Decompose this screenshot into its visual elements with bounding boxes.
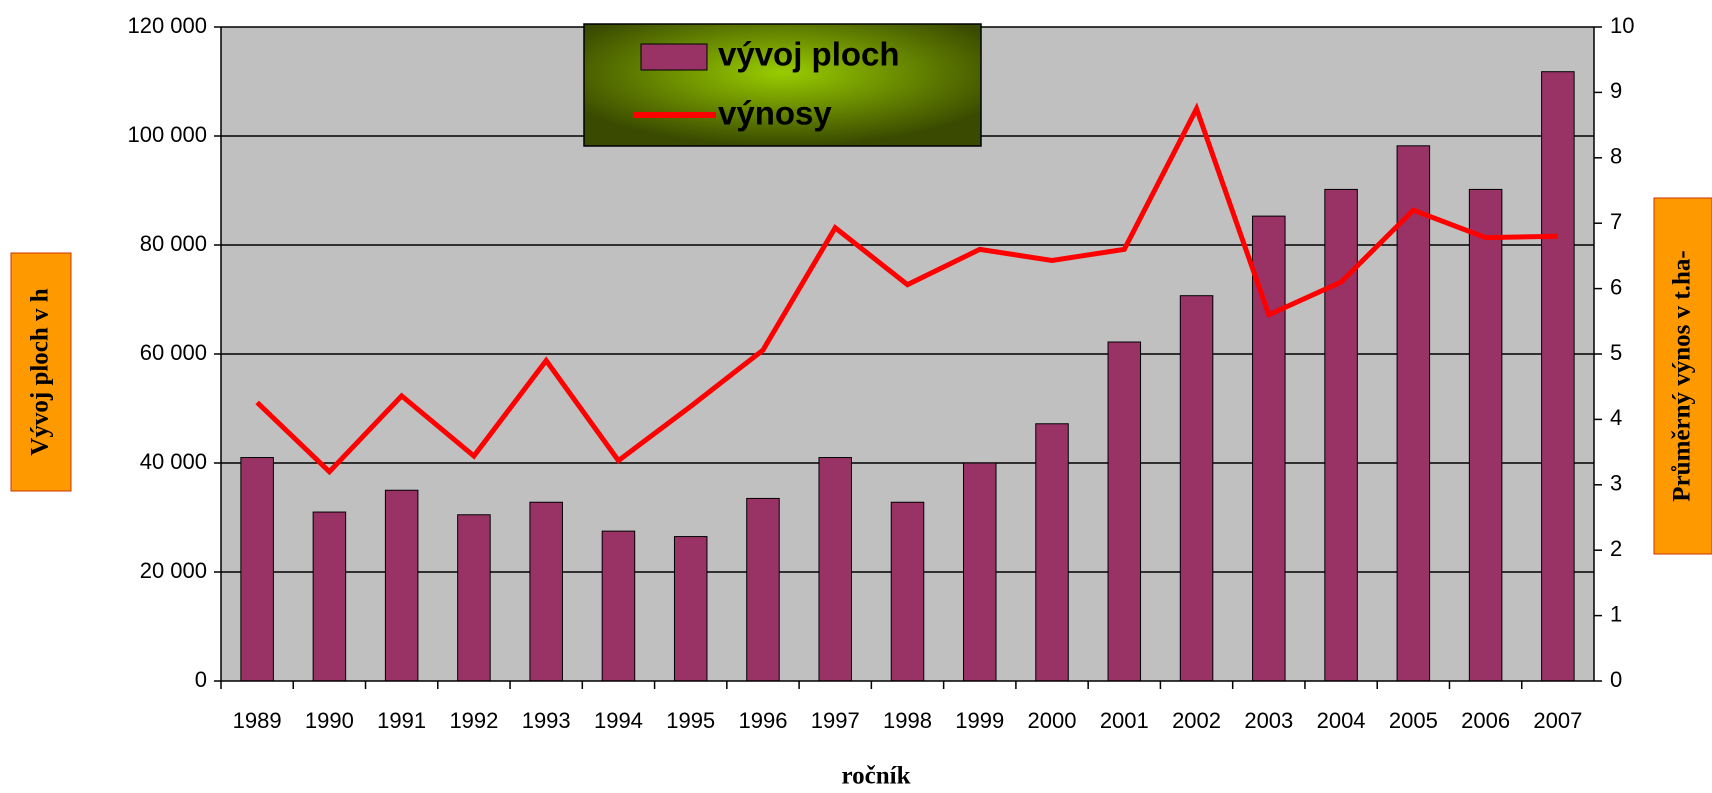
y2-tick-label: 8 — [1610, 144, 1622, 169]
line — [255, 102, 1558, 476]
y2-axis-title: Průměrný výnos v t.ha- — [1669, 250, 1696, 501]
x-tick-label: 1992 — [449, 708, 498, 733]
legend-swatch — [640, 43, 708, 71]
x-tick-label: 1995 — [666, 708, 715, 733]
x-tick-label: 2006 — [1461, 708, 1510, 733]
bar — [1179, 295, 1214, 682]
bar — [1107, 341, 1142, 682]
x-tick-label: 1996 — [738, 708, 787, 733]
y2-tick-label: 7 — [1610, 209, 1622, 234]
x-tick-label: 2003 — [1244, 708, 1293, 733]
y2-tick-label: 6 — [1610, 274, 1622, 299]
y-axis-title: Vývoj ploch v h — [27, 288, 54, 455]
legend-label: výnosy — [718, 95, 832, 132]
bar — [1541, 71, 1575, 682]
x-tick-label: 2004 — [1317, 708, 1366, 733]
x-tick-label: 1989 — [233, 708, 282, 733]
x-tick-label: 2002 — [1172, 708, 1221, 733]
bar — [529, 501, 563, 682]
x-tick-label: 1994 — [594, 708, 643, 733]
bar — [1396, 145, 1431, 682]
y-tick-label: 20 000 — [140, 558, 207, 583]
y2-tick-label: 10 — [1610, 13, 1634, 38]
bar — [1468, 188, 1503, 682]
legend-label: vývoj ploch — [718, 36, 900, 73]
y2-tick-label: 2 — [1610, 536, 1622, 561]
x-tick-label: 1990 — [305, 708, 354, 733]
bar — [673, 536, 708, 682]
x-axis-title: ročník — [842, 763, 911, 790]
bar — [457, 514, 491, 682]
bar — [746, 497, 780, 682]
y2-tick-label: 4 — [1610, 405, 1622, 430]
x-tick-label: 1991 — [377, 708, 426, 733]
x-tick-label: 2007 — [1533, 708, 1582, 733]
bar — [1252, 215, 1286, 682]
bar — [1324, 188, 1358, 682]
y-tick-label: 100 000 — [127, 122, 207, 147]
x-tick-label: 1998 — [883, 708, 932, 733]
x-tick-label: 2005 — [1389, 708, 1438, 733]
y-tick-label: 40 000 — [140, 449, 207, 474]
bar — [890, 501, 925, 682]
x-tick-label: 1993 — [522, 708, 571, 733]
bar — [601, 530, 636, 682]
x-tick-label: 1999 — [955, 708, 1004, 733]
y-tick-label: 120 000 — [127, 13, 207, 38]
y-tick-label: 0 — [195, 667, 207, 692]
y-tick-label: 80 000 — [140, 231, 207, 256]
y-tick-label: 60 000 — [140, 340, 207, 365]
bar — [384, 489, 419, 682]
y2-tick-label: 3 — [1610, 471, 1622, 496]
y2-tick-label: 9 — [1610, 78, 1622, 103]
x-tick-label: 2000 — [1028, 708, 1077, 733]
y2-tick-label: 1 — [1610, 601, 1622, 626]
x-tick-label: 1997 — [811, 708, 860, 733]
bar — [818, 457, 852, 682]
x-tick-label: 2001 — [1100, 708, 1149, 733]
bar — [312, 511, 347, 682]
bar — [963, 462, 997, 682]
y2-label-box — [1653, 197, 1712, 555]
bar — [240, 457, 274, 682]
y2-tick-label: 0 — [1610, 667, 1622, 692]
y2-tick-label: 5 — [1610, 340, 1622, 365]
y-label-box — [10, 252, 72, 492]
bar — [1035, 423, 1069, 682]
